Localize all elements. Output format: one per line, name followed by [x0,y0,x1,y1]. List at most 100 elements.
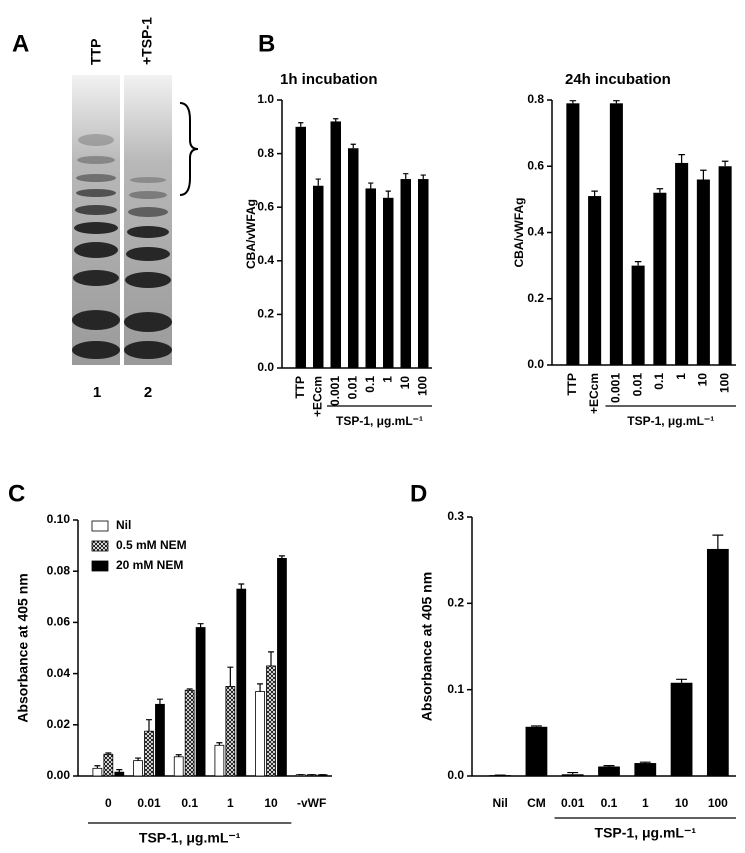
x-tick-label: 10 [696,373,710,387]
error-bar [94,765,101,769]
x-tick-label: 0.001 [609,373,623,403]
x-tick-label: 1 [380,376,394,383]
bar [418,179,429,368]
error-bar [678,154,685,163]
x-tick-label: CM [527,796,546,810]
error-bar [634,261,642,266]
bar [561,774,584,776]
y-axis-label: Absorbance at 405 nm [15,573,31,722]
x-tick-label: 0.01 [137,796,161,810]
legend-swatch [91,520,109,532]
bar [653,192,667,365]
group-label: TSP-1, μg.mL⁻¹ [595,825,697,841]
error-bar [712,534,724,549]
error-bar [146,719,152,732]
bar [383,197,394,368]
bar [114,771,125,777]
bar [566,103,580,365]
bar [195,627,206,777]
error-bar [721,160,729,167]
x-tick-label: 0.1 [652,373,666,390]
y-tick-label: 0.04 [47,666,71,680]
error-bar [591,190,598,197]
x-tick-label: 100 [717,373,731,393]
panel-label: C [8,480,25,507]
x-tick-label: 0.1 [363,376,377,393]
bar [609,103,623,365]
error-bar [676,678,688,683]
y-tick-label: 0.4 [257,253,274,267]
x-tick-label: TTP [293,376,307,399]
y-tick-label: 0.02 [47,717,71,731]
error-bar [639,761,651,764]
x-tick-label: 0.001 [328,376,342,406]
x-tick-label: +ECcm [587,373,601,414]
x-tick-label: 100 [708,796,728,810]
error-bar [227,666,234,687]
error-bar [368,182,374,189]
x-tick-label: 0.01 [561,796,585,810]
y-tick-label: 0.1 [447,682,464,696]
bar [214,744,225,777]
error-bar [613,100,620,104]
panel-label: D [410,480,427,507]
bar [706,548,729,776]
error-bar [567,771,579,775]
bar [588,196,602,365]
gel [72,75,199,365]
y-tick-label: 0.00 [47,768,71,782]
y-tick-label: 0.8 [257,146,274,160]
y-axis-label: Absorbance at 405 nm [419,572,435,721]
group-label: TSP-1, μg.mL⁻¹ [336,414,423,428]
bar [155,703,165,777]
x-tick-label: 10 [675,796,689,810]
legend-label: 0.5 mM NEM [116,538,187,552]
legend-swatch [91,560,109,572]
chart-title: 1h incubation [280,71,378,88]
x-tick-label: 1 [642,796,649,810]
chart-title: 24h incubation [565,71,671,88]
bar [313,185,324,368]
error-bar [569,100,577,104]
x-tick-label: 10 [264,796,278,810]
bar [598,766,620,776]
bar [277,558,287,777]
panel-label: B [258,30,275,57]
x-tick-label: 0.01 [345,376,359,400]
bar [266,665,276,777]
error-bar [238,583,245,590]
y-tick-label: 0.4 [527,225,544,239]
error-bar [105,752,112,755]
bar [718,166,732,365]
error-bar [268,651,274,666]
legend-swatch [91,540,109,552]
y-tick-label: 0.2 [527,291,544,305]
panel-label: A [12,30,29,57]
y-axis-label: CBA/vWFAg [512,198,526,268]
error-bar [116,769,123,773]
bar [696,179,710,365]
x-tick-label: 100 [415,376,429,396]
lane-number: 2 [144,384,152,401]
bar [173,756,184,777]
bar [365,188,376,368]
y-tick-label: 0.10 [47,512,71,526]
error-bar [603,765,615,767]
y-tick-label: 0.08 [47,563,71,577]
bar [525,726,548,776]
bar [133,760,143,777]
y-tick-label: 0.2 [257,307,274,321]
x-tick-label: 10 [398,376,412,390]
error-bar [385,190,391,198]
error-bar [420,174,426,180]
x-tick-label: 0 [105,796,112,810]
group-label: TSP-1, μg.mL⁻¹ [627,414,714,428]
group-label: TSP-1, μg.mL⁻¹ [139,830,241,846]
legend-label: 20 mM NEM [116,558,183,572]
bar [631,265,645,365]
error-bar [156,698,163,705]
x-tick-label: 0.01 [630,373,644,397]
bar [255,691,265,777]
error-bar [278,555,285,559]
error-bar [175,754,182,757]
